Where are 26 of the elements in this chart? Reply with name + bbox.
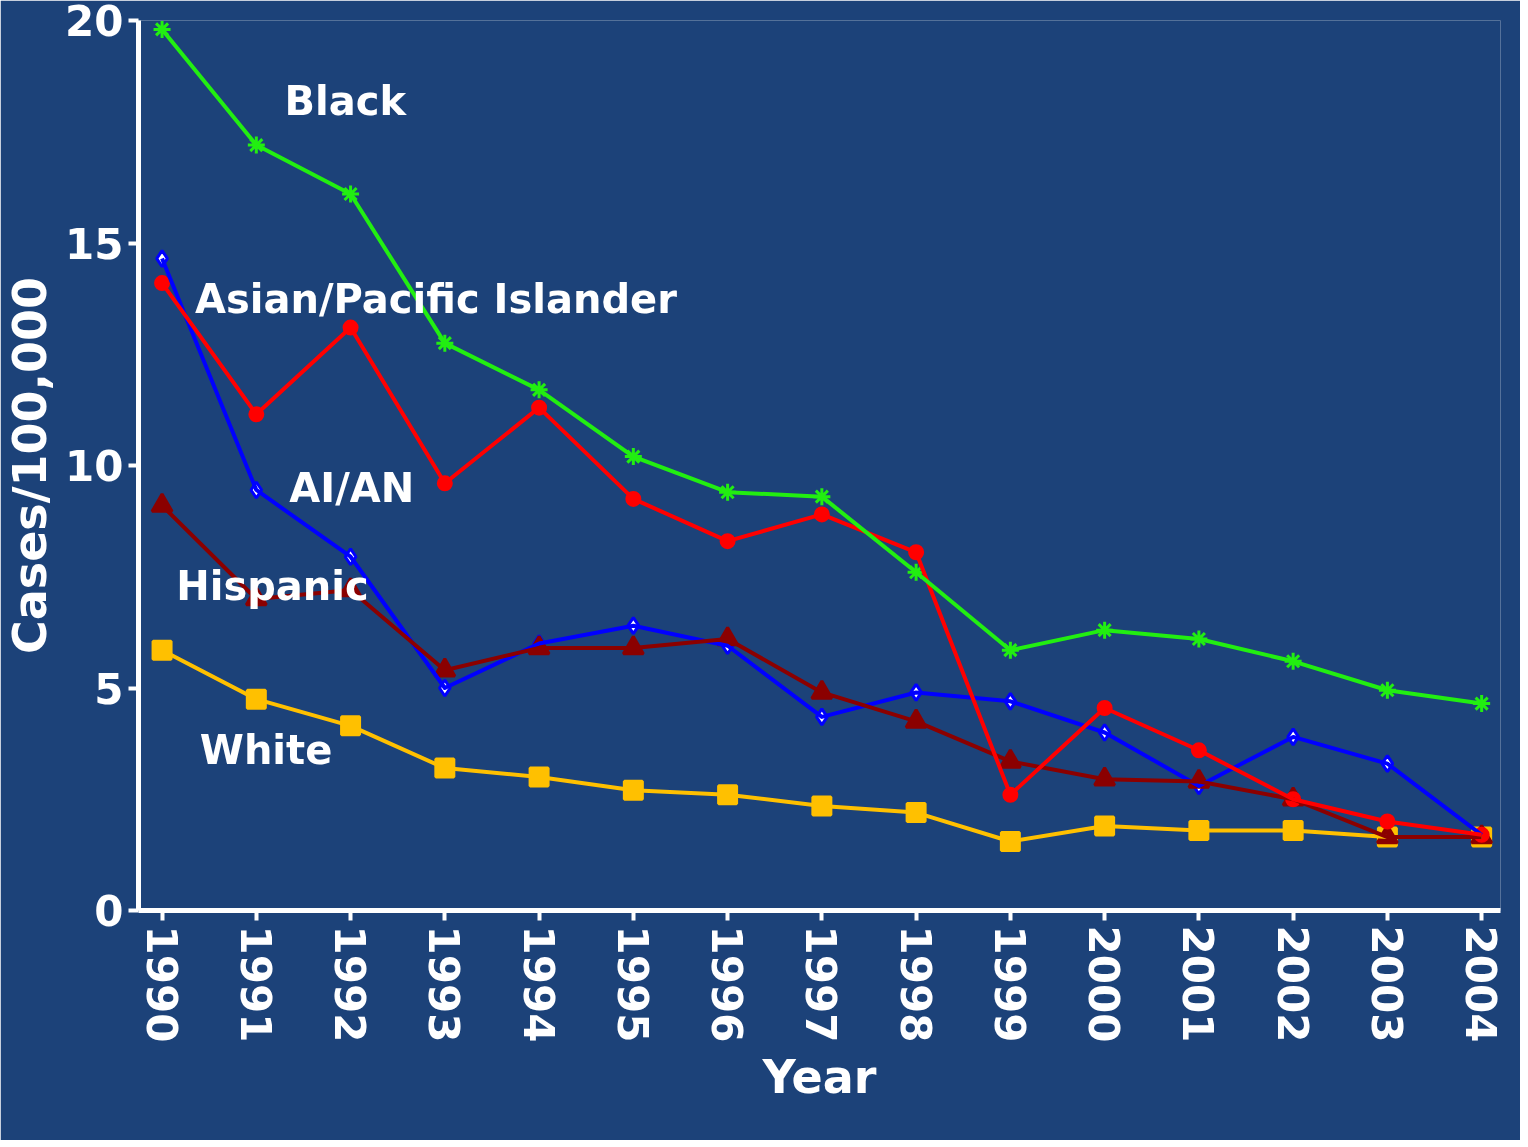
x-tick-label: 1994 xyxy=(513,925,563,1043)
x-tick-label: 2003 xyxy=(1361,925,1411,1043)
x-tick-label: 2002 xyxy=(1267,925,1317,1043)
x-tick-label: 2001 xyxy=(1173,925,1223,1043)
y-tick-label: 15 xyxy=(65,219,124,269)
y-tick-label: 0 xyxy=(94,887,124,936)
x-tick-label: 1992 xyxy=(325,925,375,1043)
y-tick-label: 10 xyxy=(65,442,124,491)
x-tick-label: 1998 xyxy=(890,925,940,1043)
series-label: AI/AN xyxy=(289,464,415,511)
x-tick-label: 1993 xyxy=(419,925,469,1043)
x-tick-label: 1991 xyxy=(230,925,280,1043)
series-label: Hispanic xyxy=(176,562,369,609)
x-tick-label: 1995 xyxy=(607,925,657,1043)
series-label: White xyxy=(199,727,333,774)
y-axis-title: Cases/100,000 xyxy=(3,276,58,655)
x-tick-label: 1997 xyxy=(796,925,846,1043)
x-tick-label: 1996 xyxy=(702,925,752,1043)
x-tick-label: 2000 xyxy=(1079,925,1129,1043)
series-label: Black xyxy=(284,77,408,124)
y-tick-label: 5 xyxy=(94,664,124,714)
x-tick-label: 1999 xyxy=(984,925,1034,1043)
x-axis-title: Year xyxy=(761,1050,877,1105)
y-tick-label: 20 xyxy=(65,0,124,46)
x-tick-label: 1990 xyxy=(136,925,186,1043)
x-tick-label: 2004 xyxy=(1456,925,1506,1043)
